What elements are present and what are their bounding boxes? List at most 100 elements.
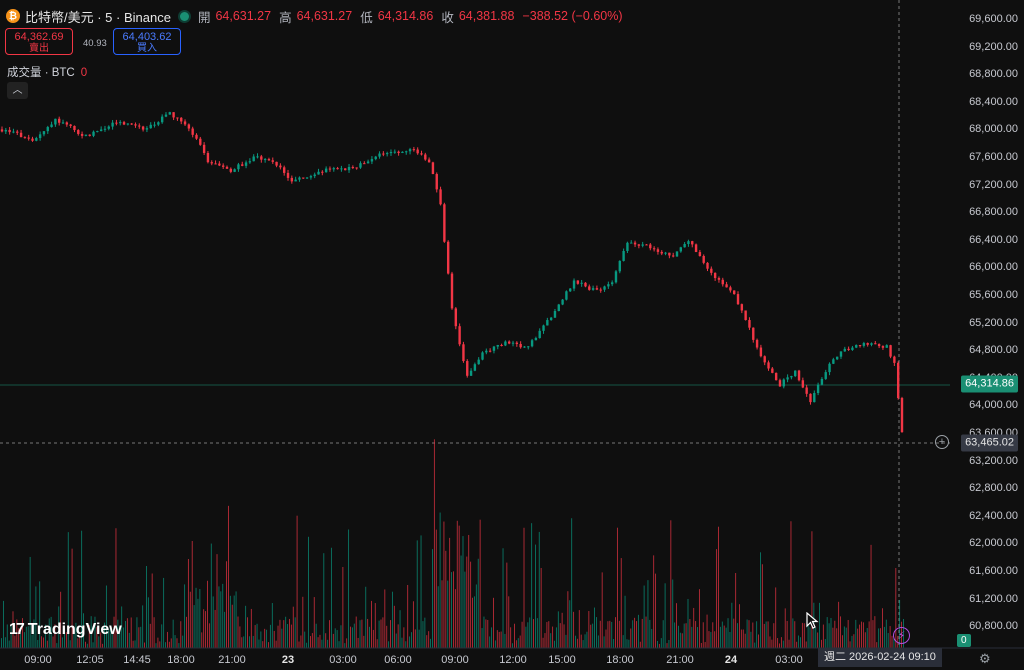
candle-body <box>73 125 76 131</box>
volume-bar <box>834 620 836 648</box>
price-axis-tick: 66,800.00 <box>969 206 1018 219</box>
volume-bar <box>136 617 138 648</box>
volume-bar <box>637 614 639 648</box>
price-axis-tick: 60,800.00 <box>969 620 1018 633</box>
volume-legend[interactable]: 成交量 · BTC 0 <box>7 64 87 80</box>
volume-bar <box>302 596 304 648</box>
volume-bar <box>22 618 23 648</box>
candle-body <box>679 247 683 252</box>
price-axis-tick: 69,200.00 <box>969 40 1018 53</box>
volume-bar <box>594 607 596 648</box>
gear-icon[interactable]: ⚙ <box>979 651 991 666</box>
candle-body <box>771 368 774 373</box>
symbol-title[interactable]: 比特幣/美元 · 5 · Binance <box>25 9 171 25</box>
volume-bar <box>649 619 651 648</box>
price-change: −388.52 (−0.60%) <box>522 9 623 23</box>
candle-body <box>801 380 805 388</box>
volume-bar <box>258 639 260 648</box>
volume-bar <box>298 641 300 648</box>
chevron-up-icon[interactable]: ︿ <box>7 82 28 99</box>
candle-body <box>454 308 458 327</box>
volume-bar <box>771 639 773 648</box>
volume-bar <box>229 595 231 648</box>
price-axis-tick: 63,200.00 <box>969 454 1018 467</box>
volume-bar <box>138 627 140 648</box>
volume-bar <box>363 635 365 648</box>
volume-bar <box>296 515 298 648</box>
time-axis-tick: 24 <box>724 654 738 666</box>
volume-bar <box>540 567 542 648</box>
volume-bar <box>220 591 222 648</box>
volume-bar <box>735 573 737 648</box>
volume-bar <box>75 622 77 648</box>
volume-bar <box>624 595 626 648</box>
volume-bar <box>416 540 418 648</box>
volume-bar <box>424 617 426 648</box>
volume-bar <box>514 623 515 648</box>
market-status-icon[interactable] <box>179 11 189 21</box>
volume-bar <box>186 616 187 648</box>
volume-bar <box>212 596 214 648</box>
volume-bar <box>342 566 344 648</box>
candle-body <box>138 125 141 127</box>
volume-bar <box>817 632 819 648</box>
candle-body <box>439 189 442 205</box>
volume-bar <box>718 526 719 648</box>
volume-bar <box>195 587 197 648</box>
volume-bar <box>506 562 508 648</box>
candle-body <box>736 294 740 305</box>
volume-bar <box>50 616 52 648</box>
volume-bar <box>489 636 491 648</box>
volume-bar <box>382 617 384 648</box>
volume-bar <box>683 623 685 648</box>
volume-bar <box>700 642 702 648</box>
candle-body <box>130 123 133 125</box>
volume-bar <box>628 639 630 648</box>
lightning-icon[interactable]: ⚡ <box>893 627 910 644</box>
candle-body <box>256 156 259 158</box>
candle-body <box>885 345 888 348</box>
buy-button[interactable]: 64,403.62 買入 <box>113 28 181 55</box>
volume-bar <box>843 626 845 648</box>
candle-body <box>233 169 236 172</box>
low-label: 低 <box>360 10 373 25</box>
volume-bar <box>777 638 779 648</box>
candle-body <box>595 288 599 290</box>
volume-bar <box>517 638 519 648</box>
add-alert-plus-icon[interactable]: + <box>935 435 949 449</box>
volume-bar <box>332 633 334 648</box>
volume-bar <box>451 572 452 648</box>
candle-body <box>46 127 49 132</box>
candle-body <box>324 168 328 173</box>
candle-body <box>103 128 107 130</box>
volume-bar <box>555 627 557 648</box>
volume-bar <box>582 640 584 648</box>
volume-bar <box>33 619 35 648</box>
time-axis-tick: 09:00 <box>441 654 469 666</box>
candle-body <box>862 343 866 346</box>
volume-bar <box>37 639 39 648</box>
volume-bar <box>575 635 576 648</box>
candle-body <box>309 176 313 178</box>
volume-bar <box>69 640 71 648</box>
volume-bar <box>41 636 43 648</box>
candle-body <box>366 161 370 164</box>
volume-bar <box>565 634 567 648</box>
tradingview-logo[interactable]: 17 TradingView <box>9 621 122 639</box>
volume-bar <box>678 625 679 648</box>
candle-body <box>565 291 568 300</box>
candle-body <box>351 166 355 168</box>
candle-body <box>549 317 553 321</box>
volume-bar <box>1 638 2 648</box>
close-label: 收 <box>441 10 454 25</box>
volume-bar <box>668 640 670 648</box>
volume-bar <box>830 617 832 648</box>
volume-bar <box>262 641 264 648</box>
sell-label: 賣出 <box>29 43 49 54</box>
volume-bar <box>809 627 811 648</box>
candle-body <box>27 137 30 139</box>
volume-bar <box>273 630 275 648</box>
sell-button[interactable]: 64,362.69 賣出 <box>5 28 73 55</box>
volume-bar <box>653 555 655 648</box>
